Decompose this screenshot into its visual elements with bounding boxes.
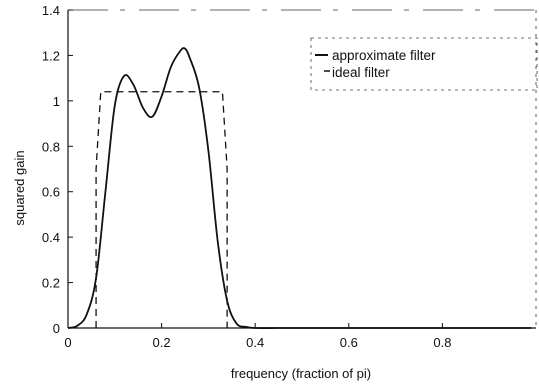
x-tick-label: 0 bbox=[64, 335, 71, 350]
y-tick-label: 0.8 bbox=[42, 139, 60, 154]
series-layer bbox=[67, 47, 532, 329]
y-tick-label: 0 bbox=[53, 321, 60, 336]
legend-box bbox=[310, 37, 538, 91]
y-tick-label: 1.2 bbox=[42, 48, 60, 63]
x-tick-label: 0.8 bbox=[433, 335, 451, 350]
series-line-approximate-filter bbox=[67, 47, 532, 329]
y-tick-label: 1.4 bbox=[42, 3, 60, 18]
x-axis: 0 0.2 0.4 0.6 0.8 bbox=[64, 323, 451, 350]
x-tick-label: 0.6 bbox=[340, 335, 358, 350]
y-axis-title: squared gain bbox=[12, 150, 27, 225]
y-tick-label: 0.4 bbox=[42, 230, 60, 245]
x-tick-label: 0.2 bbox=[153, 335, 171, 350]
legend-label-approximate-filter: approximate filter bbox=[332, 48, 436, 63]
series-line-ideal-filter bbox=[95, 91, 228, 328]
y-tick-label: 0.2 bbox=[42, 276, 60, 291]
y-tick-label: 1 bbox=[53, 94, 60, 109]
legend: approximate filter ideal filter bbox=[310, 37, 538, 91]
plot-frame bbox=[67, 9, 537, 329]
y-axis: 0 0.2 0.4 0.6 0.8 1 1.2 1.4 bbox=[42, 3, 73, 336]
y-tick-label: 0.6 bbox=[42, 185, 60, 200]
x-tick-label: 0.4 bbox=[246, 335, 264, 350]
x-axis-title: frequency (fraction of pi) bbox=[231, 366, 371, 381]
legend-label-ideal-filter: ideal filter bbox=[332, 65, 390, 80]
